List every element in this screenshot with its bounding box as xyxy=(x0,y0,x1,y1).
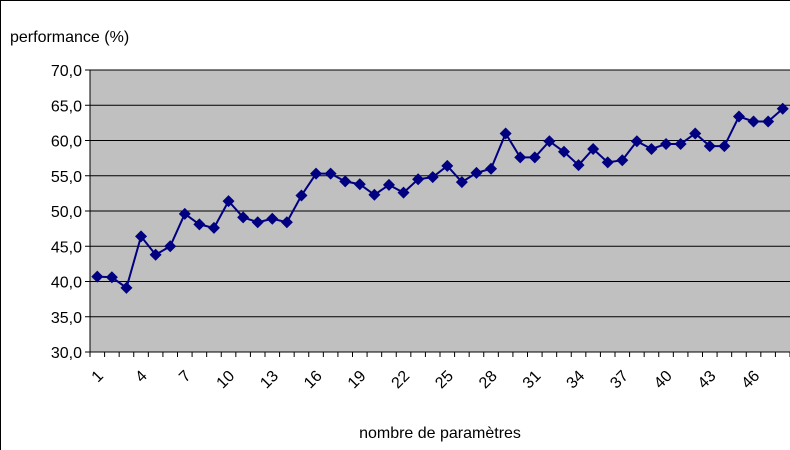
data-point xyxy=(397,186,410,199)
data-point xyxy=(499,127,512,140)
data-point xyxy=(776,102,789,115)
y-tick-label: 50,0 xyxy=(51,204,82,221)
data-point xyxy=(660,138,673,151)
data-point xyxy=(135,230,148,243)
data-point xyxy=(587,142,600,155)
data-point xyxy=(382,178,395,191)
data-point xyxy=(718,140,731,153)
data-point xyxy=(178,207,191,220)
data-point xyxy=(193,218,206,231)
data-point xyxy=(485,162,498,175)
data-point xyxy=(324,167,337,180)
data-point xyxy=(572,159,585,172)
data-point xyxy=(674,138,687,151)
data-point xyxy=(412,173,425,186)
data-point xyxy=(368,188,381,201)
y-axis-title: performance (%) xyxy=(10,29,129,46)
data-point xyxy=(222,195,235,208)
data-point xyxy=(251,216,264,229)
data-point xyxy=(514,151,527,164)
data-point xyxy=(557,145,570,158)
data-point xyxy=(689,127,702,140)
y-tick-label: 70,0 xyxy=(51,63,82,80)
data-point xyxy=(616,154,629,167)
data-point xyxy=(91,270,104,283)
data-point xyxy=(266,212,279,225)
data-point xyxy=(310,167,323,180)
data-point xyxy=(237,211,250,224)
data-point xyxy=(353,178,366,191)
y-tick-label: 35,0 xyxy=(51,310,82,327)
y-tick-label: 30,0 xyxy=(51,345,82,362)
y-tick-label: 60,0 xyxy=(51,134,82,151)
data-point xyxy=(149,248,162,261)
data-point xyxy=(762,115,775,128)
data-point xyxy=(601,156,614,169)
x-axis-title: nombre de paramètres xyxy=(359,425,521,442)
data-point xyxy=(747,115,760,128)
y-tick-label: 40,0 xyxy=(51,275,82,292)
data-point xyxy=(164,240,177,253)
data-point xyxy=(703,140,716,153)
data-point xyxy=(470,166,483,179)
y-tick-label: 65,0 xyxy=(51,98,82,115)
data-point xyxy=(441,159,454,172)
data-point xyxy=(528,151,541,164)
y-tick-label: 55,0 xyxy=(51,169,82,186)
data-point xyxy=(645,142,658,155)
y-tick-label: 45,0 xyxy=(51,239,82,256)
data-point xyxy=(426,171,439,184)
data-point xyxy=(339,175,352,188)
data-point xyxy=(630,135,643,148)
data-point xyxy=(105,271,118,284)
data-point xyxy=(280,216,293,229)
data-point xyxy=(207,221,220,234)
data-point xyxy=(732,110,745,123)
data-point xyxy=(295,189,308,202)
data-point xyxy=(455,176,468,189)
data-point xyxy=(120,281,133,294)
data-point xyxy=(543,135,556,148)
